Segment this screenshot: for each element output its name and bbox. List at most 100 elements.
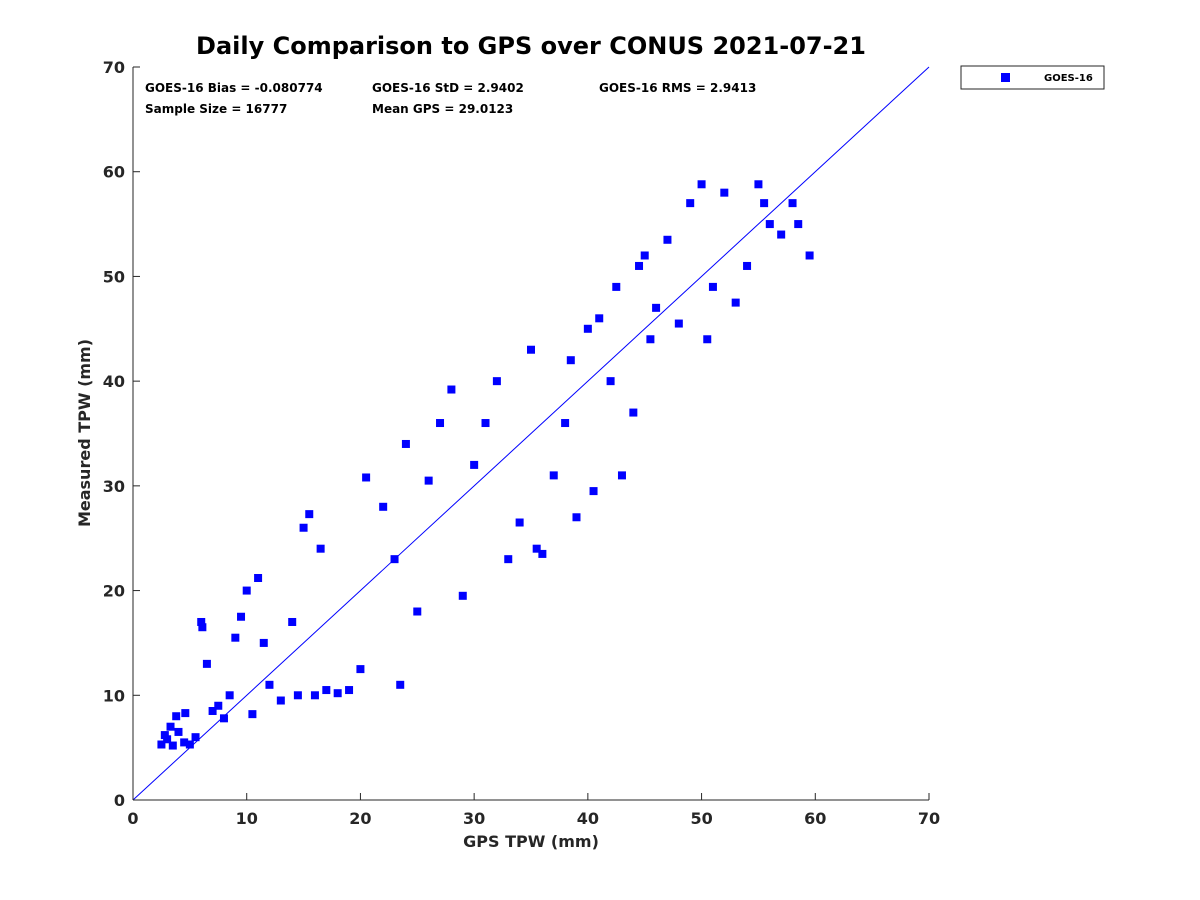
data-point <box>720 188 729 197</box>
data-point <box>663 235 672 244</box>
x-tick-label: 50 <box>690 809 712 828</box>
data-point <box>470 460 479 469</box>
y-tick-label: 0 <box>114 791 125 810</box>
data-point <box>174 727 183 736</box>
x-tick-label: 0 <box>127 809 138 828</box>
data-point <box>259 638 268 647</box>
annotation-rms: GOES-16 RMS = 2.9413 <box>599 81 756 95</box>
data-point <box>288 617 297 626</box>
data-point <box>166 722 175 731</box>
data-point <box>293 691 302 700</box>
data-point <box>708 282 717 291</box>
x-tick-label: 30 <box>463 809 485 828</box>
data-point <box>777 230 786 239</box>
legend-label-goes-16: GOES-16 <box>1044 73 1093 84</box>
data-point <box>561 419 570 428</box>
data-point <box>652 303 661 312</box>
data-point <box>805 251 814 260</box>
data-point <box>754 180 763 189</box>
data-point <box>242 586 251 595</box>
data-point <box>299 523 308 532</box>
data-point <box>583 324 592 333</box>
data-point <box>640 251 649 260</box>
y-tick-label: 40 <box>103 372 125 391</box>
data-point <box>612 282 621 291</box>
y-tick-label: 20 <box>103 582 125 601</box>
data-point <box>185 740 194 749</box>
data-point <box>214 701 223 710</box>
x-tick-label: 70 <box>918 809 940 828</box>
data-point <box>458 591 467 600</box>
data-point <box>168 741 177 750</box>
data-point <box>362 473 371 482</box>
data-point <box>231 633 240 642</box>
x-tick-label: 40 <box>577 809 599 828</box>
data-point <box>219 714 228 723</box>
data-point <box>743 261 752 270</box>
y-axis-label: Measured TPW (mm) <box>75 339 94 527</box>
data-point <box>276 696 285 705</box>
data-point <box>208 706 217 715</box>
data-point <box>492 377 501 386</box>
data-point <box>202 659 211 668</box>
data-point <box>322 686 331 695</box>
data-point <box>345 686 354 695</box>
data-point <box>356 665 365 674</box>
data-point <box>248 710 257 719</box>
data-point <box>225 691 234 700</box>
data-point <box>686 199 695 208</box>
data-point <box>198 623 207 632</box>
data-point <box>481 419 490 428</box>
x-tick-label: 10 <box>236 809 258 828</box>
data-point <box>163 735 172 744</box>
y-tick-label: 30 <box>103 477 125 496</box>
data-point <box>436 419 445 428</box>
one-to-one-reference-line <box>132 66 930 801</box>
data-point <box>589 487 598 496</box>
data-point <box>515 518 524 527</box>
x-tick-label: 60 <box>804 809 826 828</box>
data-point <box>424 476 433 485</box>
chart-title: Daily Comparison to GPS over CONUS 2021-… <box>196 32 866 60</box>
x-axis-label: GPS TPW (mm) <box>463 832 599 851</box>
data-point <box>538 549 547 558</box>
data-point <box>674 319 683 328</box>
y-tick-label: 10 <box>103 686 125 705</box>
annotation-std: GOES-16 StD = 2.9402 <box>372 81 524 95</box>
y-tick-label: 70 <box>103 58 125 77</box>
data-point <box>197 617 206 626</box>
data-point <box>160 731 169 740</box>
data-point <box>413 607 422 616</box>
data-point <box>646 335 655 344</box>
data-point <box>172 712 181 721</box>
data-point <box>617 471 626 480</box>
data-point <box>765 220 774 229</box>
data-point <box>703 335 712 344</box>
legend-marker-goes-16 <box>1001 73 1010 82</box>
data-point <box>379 502 388 511</box>
data-point <box>396 680 405 689</box>
data-point <box>549 471 558 480</box>
data-point <box>191 733 200 742</box>
data-point <box>181 709 190 718</box>
data-point <box>794 220 803 229</box>
y-tick-label: 50 <box>103 267 125 286</box>
data-point <box>572 513 581 522</box>
points-layer <box>157 180 814 750</box>
annotation-mean-gps: Mean GPS = 29.0123 <box>372 102 513 116</box>
data-point <box>731 298 740 307</box>
data-point <box>566 356 575 365</box>
legend-box <box>960 65 1105 90</box>
data-point <box>316 544 325 553</box>
data-point <box>237 612 246 621</box>
data-point <box>265 680 274 689</box>
data-point <box>629 408 638 417</box>
data-point <box>254 574 263 583</box>
y-tick-label: 60 <box>103 163 125 182</box>
x-tick-label: 20 <box>349 809 371 828</box>
data-point <box>595 314 604 323</box>
data-point <box>180 738 189 747</box>
annotation-bias: GOES-16 Bias = -0.080774 <box>145 81 323 95</box>
y-axis-ticks: 0 10 20 30 40 50 60 70 <box>103 58 140 810</box>
